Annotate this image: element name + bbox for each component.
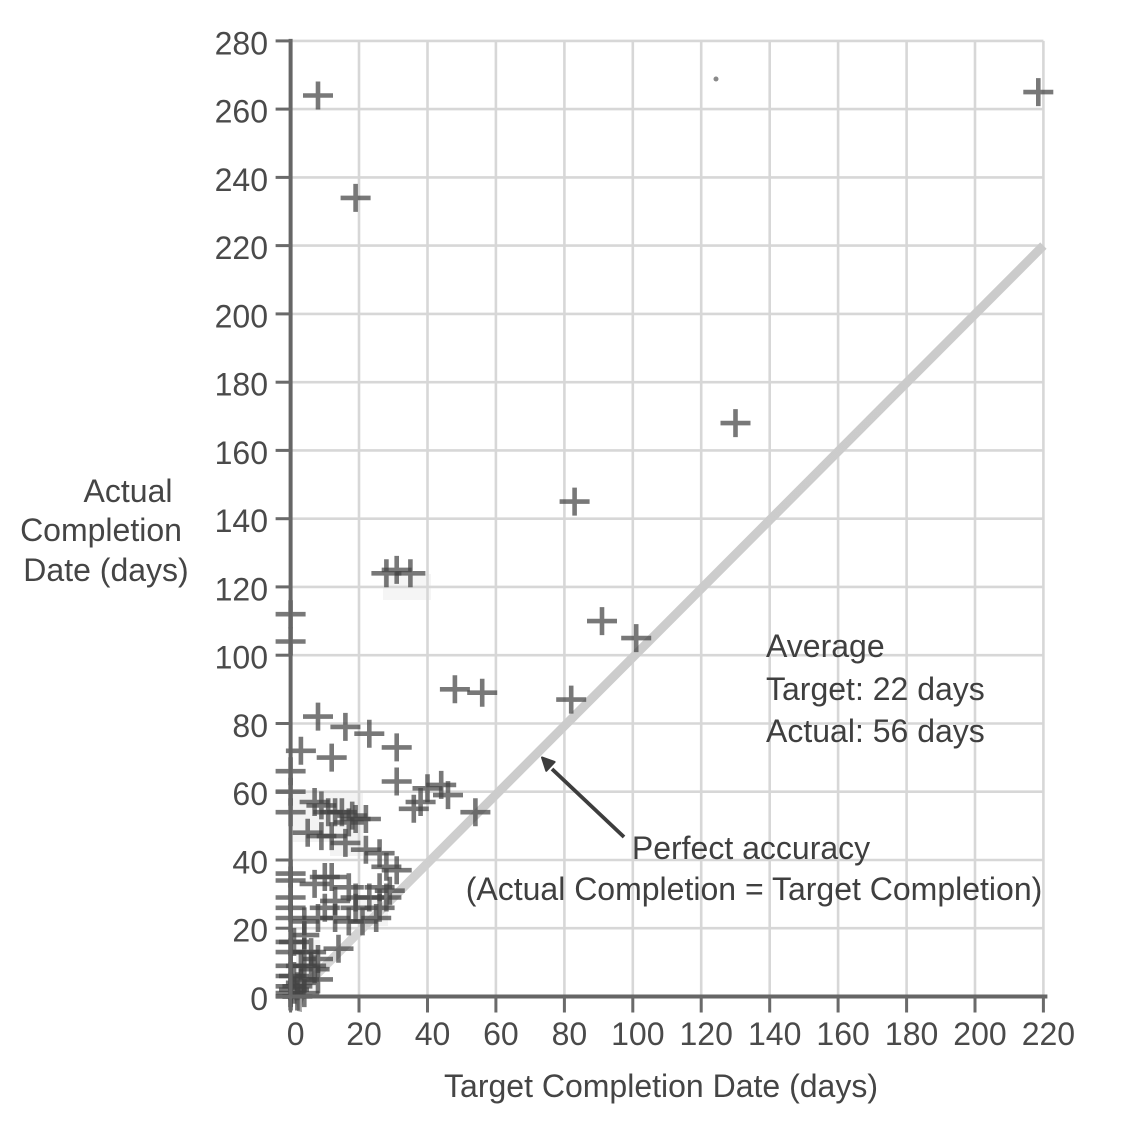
svg-text:180: 180 [215, 367, 268, 403]
svg-text:0: 0 [250, 981, 268, 1017]
svg-text:200: 200 [953, 1016, 1006, 1052]
svg-text:240: 240 [215, 162, 268, 198]
svg-text:40: 40 [232, 845, 268, 881]
svg-text:140: 140 [748, 1016, 801, 1052]
svg-text:100: 100 [611, 1016, 664, 1052]
svg-text:20: 20 [346, 1016, 382, 1052]
svg-text:Date (days): Date (days) [23, 552, 188, 588]
svg-text:40: 40 [415, 1016, 451, 1052]
svg-text:Completion: Completion [20, 512, 182, 548]
svg-text:80: 80 [232, 708, 268, 744]
svg-text:Actual: Actual [84, 473, 173, 509]
svg-text:160: 160 [215, 435, 268, 471]
svg-text:20: 20 [232, 913, 268, 949]
svg-text:220: 220 [1022, 1016, 1075, 1052]
svg-text:60: 60 [232, 776, 268, 812]
svg-text:160: 160 [816, 1016, 869, 1052]
svg-text:280: 280 [215, 25, 268, 61]
svg-text:Perfect accuracy: Perfect accuracy [632, 830, 870, 866]
svg-text:220: 220 [215, 230, 268, 266]
svg-text:120: 120 [680, 1016, 733, 1052]
svg-text:120: 120 [215, 571, 268, 607]
svg-text:(Actual Completion = Target Co: (Actual Completion = Target Completion) [466, 871, 1043, 907]
svg-text:Target Completion Date (days): Target Completion Date (days) [444, 1068, 878, 1104]
svg-text:60: 60 [483, 1016, 519, 1052]
svg-text:200: 200 [215, 298, 268, 334]
svg-text:100: 100 [215, 640, 268, 676]
svg-text:Actual: 56 days: Actual: 56 days [766, 713, 985, 749]
svg-text:140: 140 [215, 503, 268, 539]
svg-text:Average: Average [766, 628, 885, 664]
svg-text:80: 80 [552, 1016, 588, 1052]
svg-text:180: 180 [885, 1016, 938, 1052]
svg-text:260: 260 [215, 94, 268, 130]
svg-text:0: 0 [287, 1016, 305, 1052]
svg-text:Target: 22 days: Target: 22 days [766, 671, 985, 707]
